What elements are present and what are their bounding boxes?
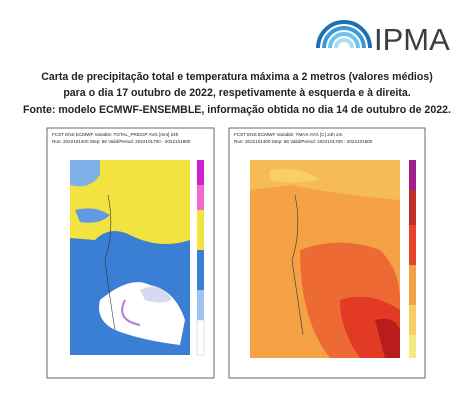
temperature-map: FCST ENS ECMWF Variable: TMAX AVG [C] 24… (228, 127, 426, 379)
map-header: Run: 2022101400 Step: 96 Valid/Period: 2… (234, 139, 373, 144)
caption-line: Fonte: modelo ECMWF-ENSEMBLE, informação… (23, 104, 451, 116)
map-header: Run: 2022101400 Step: 96 Valid/Period: 2… (52, 139, 191, 144)
caption-line: Carta de precipitação total e temperatur… (41, 71, 433, 83)
colorbar (409, 160, 416, 358)
colorbar (196, 160, 205, 356)
map-header: FCST ENS ECMWF Variable: TOTAL_PRECIP AV… (52, 132, 179, 137)
logo-text: IPMA (374, 22, 450, 57)
precip-map: FCST ENS ECMWF Variable: TOTAL_PRECIP AV… (46, 127, 215, 379)
map-header: FCST ENS ECMWF Variable: TMAX AVG [C] 24… (234, 132, 343, 137)
logo: IPMA (316, 20, 450, 57)
caption-line: para o dia 17 outubro de 2022, respetiva… (63, 87, 410, 99)
